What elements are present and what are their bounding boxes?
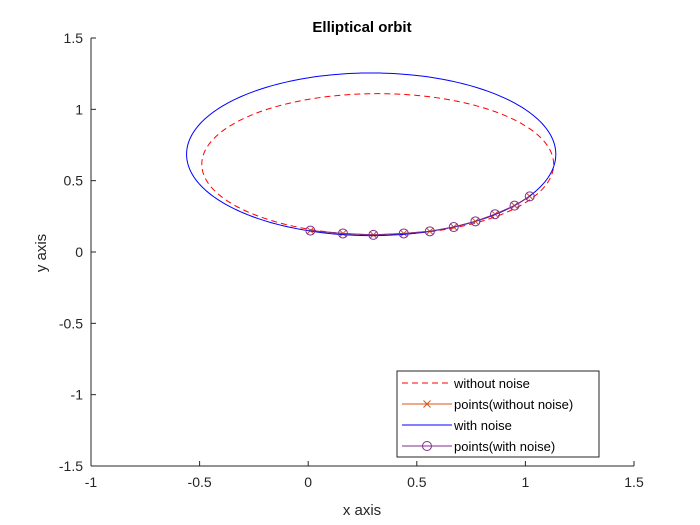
legend-entry-1: points(without noise) [402, 397, 573, 412]
circle-marker [305, 225, 316, 236]
y-tick-label: 1 [75, 101, 83, 117]
y-tick-label: -1 [71, 387, 84, 403]
x-axis-label: x axis [343, 502, 381, 519]
circle-marker [524, 191, 535, 202]
circle-marker [509, 200, 520, 211]
legend-entry-2: with noise [402, 418, 512, 433]
y-axis-label: y axis [33, 234, 50, 272]
chart-title: Elliptical orbit [312, 19, 411, 36]
legend-entry-0: without noise [402, 376, 530, 391]
circle-marker [368, 229, 379, 240]
circle-marker [337, 228, 348, 239]
circle-marker [489, 209, 500, 220]
legend-entry-3: points(with noise) [402, 439, 555, 454]
legend-label: without noise [453, 376, 530, 391]
y-tick-label: 0 [75, 244, 83, 260]
legend-label: points(without noise) [454, 397, 573, 412]
x-tick-label: 1.5 [624, 474, 644, 490]
legend-label: with noise [453, 418, 512, 433]
legend-box [396, 370, 600, 458]
y-tick-label: 1.5 [64, 30, 84, 46]
y-tick-label: -1.5 [59, 458, 83, 474]
legend-circle-marker [422, 441, 432, 451]
x-tick-label: 0 [304, 474, 312, 490]
legend-x-marker [423, 400, 431, 408]
circle-marker [424, 226, 435, 237]
legend: without noise points(without noise) with n… [396, 370, 600, 458]
x-tick-label: -0.5 [188, 474, 212, 490]
series-line-3 [310, 195, 531, 236]
axes: -1 -0.5 0 0.5 1 1.5-1.5-1-0.500.511.5 [59, 30, 644, 490]
circle-marker [448, 222, 459, 233]
circle-marker [470, 216, 481, 227]
circle-marker [398, 228, 409, 239]
plot-area [186, 72, 557, 240]
y-tick-label: -0.5 [59, 315, 83, 331]
series-line-0 [201, 93, 555, 236]
x-tick-label: 0.5 [407, 474, 427, 490]
y-tick-label: 0.5 [64, 173, 84, 189]
series-line-2 [186, 72, 557, 237]
x-tick-label: 1 [522, 474, 530, 490]
x-tick-label: -1 [85, 474, 98, 490]
legend-label: points(with noise) [454, 439, 555, 454]
